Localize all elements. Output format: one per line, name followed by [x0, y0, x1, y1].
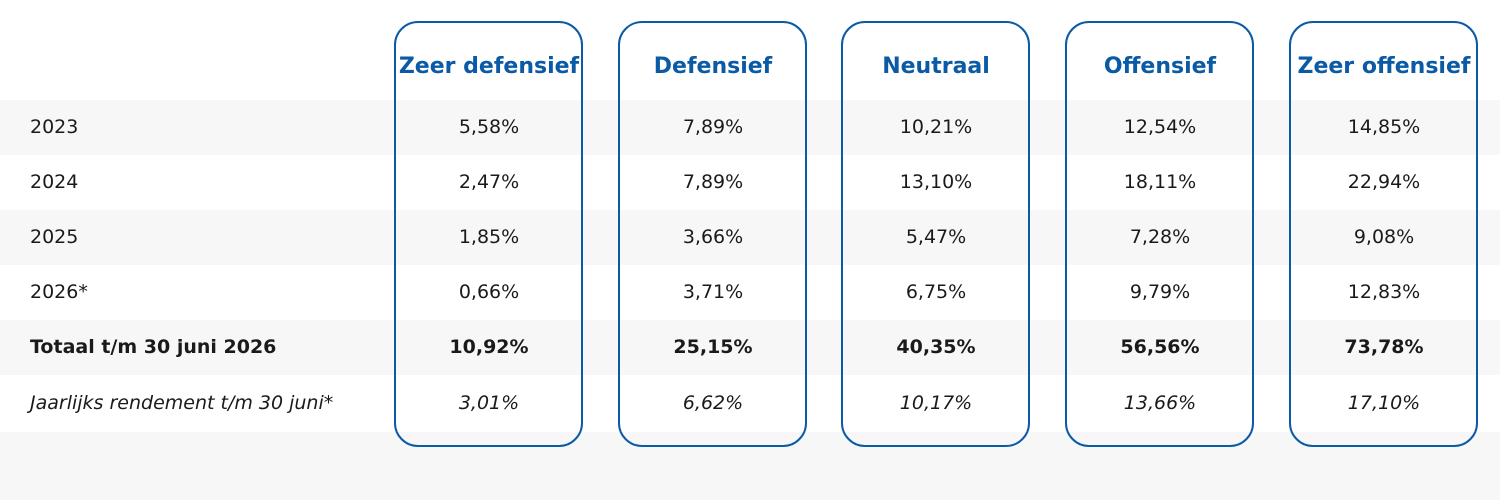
cell-neutraal: 40,35% — [896, 336, 976, 358]
cell-neutraal: 10,21% — [899, 116, 973, 138]
table-row-2026: 2026* 0,66% 3,71% 6,75% 9,79% 12,83% — [0, 265, 1500, 320]
cell-defensief: 7,89% — [682, 116, 744, 138]
row-label: Totaal t/m 30 juni 2026 — [30, 336, 277, 358]
cell-neutraal: 6,75% — [905, 281, 967, 303]
column-header-neutraal: Neutraal — [882, 54, 990, 79]
column-header-zeer-offensief: Zeer offensief — [1297, 54, 1471, 79]
column-box-offensief — [1065, 21, 1254, 447]
cell-offensief: 18,11% — [1123, 171, 1197, 193]
cell-offensief: 56,56% — [1120, 336, 1200, 358]
column-box-zeer-defensief — [394, 21, 583, 447]
cell-neutraal: 10,17% — [899, 392, 973, 414]
row-label: 2024 — [30, 171, 79, 193]
cell-defensief: 3,71% — [682, 281, 744, 303]
cell-offensief: 12,54% — [1123, 116, 1197, 138]
row-label: 2026* — [30, 281, 88, 303]
row-label: 2023 — [30, 116, 79, 138]
cell-zeer-defensief: 1,85% — [458, 226, 520, 248]
cell-offensief: 9,79% — [1129, 281, 1191, 303]
cell-zeer-offensief: 9,08% — [1353, 226, 1415, 248]
cell-zeer-offensief: 22,94% — [1347, 171, 1421, 193]
cell-offensief: 13,66% — [1123, 392, 1197, 414]
cell-neutraal: 13,10% — [899, 171, 973, 193]
cell-zeer-defensief: 10,92% — [449, 336, 529, 358]
column-box-defensief — [618, 21, 807, 447]
cell-zeer-defensief: 0,66% — [458, 281, 520, 303]
column-header-defensief: Defensief — [653, 54, 773, 79]
cell-zeer-offensief: 73,78% — [1344, 336, 1424, 358]
column-box-zeer-offensief — [1289, 21, 1478, 447]
table-row-total: Totaal t/m 30 juni 2026 10,92% 25,15% 40… — [0, 320, 1500, 375]
cell-defensief: 25,15% — [673, 336, 753, 358]
cell-zeer-offensief: 17,10% — [1347, 392, 1421, 414]
table-row-annual: Jaarlijks rendement t/m 30 juni* 3,01% 6… — [0, 376, 1500, 431]
cell-zeer-offensief: 14,85% — [1347, 116, 1421, 138]
cell-defensief: 7,89% — [682, 171, 744, 193]
table-row-2025: 2025 1,85% 3,66% 5,47% 7,28% 9,08% — [0, 210, 1500, 265]
row-label: Jaarlijks rendement t/m 30 juni* — [30, 392, 334, 414]
cell-defensief: 3,66% — [682, 226, 744, 248]
cell-defensief: 6,62% — [682, 392, 744, 414]
cell-zeer-defensief: 2,47% — [458, 171, 520, 193]
cell-zeer-defensief: 5,58% — [458, 116, 520, 138]
cell-zeer-defensief: 3,01% — [458, 392, 520, 414]
cell-neutraal: 5,47% — [905, 226, 967, 248]
table-row-2024: 2024 2,47% 7,89% 13,10% 18,11% 22,94% — [0, 155, 1500, 210]
bottom-band — [0, 432, 1500, 500]
column-box-neutraal — [841, 21, 1030, 447]
column-header-offensief: Offensief — [1103, 54, 1217, 79]
column-header-zeer-defensief: Zeer defensief — [398, 54, 580, 79]
row-label: 2025 — [30, 226, 79, 248]
cell-offensief: 7,28% — [1129, 226, 1191, 248]
table-row-2023: 2023 5,58% 7,89% 10,21% 12,54% 14,85% — [0, 100, 1500, 155]
cell-zeer-offensief: 12,83% — [1347, 281, 1421, 303]
